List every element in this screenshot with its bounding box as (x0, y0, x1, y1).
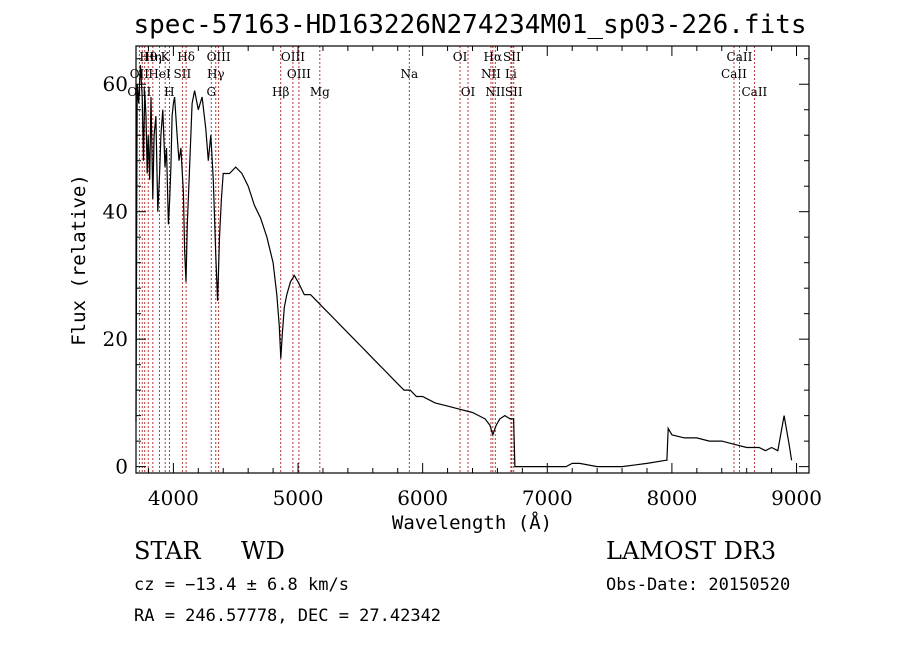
line-label-hδ: Hδ (177, 50, 195, 64)
line-label-caii: CaII (721, 67, 747, 81)
line-label-g: G (206, 85, 216, 99)
x-tick-label: 7000 (522, 486, 573, 510)
survey-name: LAMOST DR3 (606, 537, 776, 565)
line-label-hei: HeI (148, 67, 171, 81)
line-label-nii: NII (481, 67, 501, 81)
plot-frame (135, 45, 810, 474)
line-label-nii: NII (485, 85, 505, 99)
line-label-oiii: OIII (287, 67, 311, 81)
x-tick-label: 5000 (273, 486, 324, 510)
line-label-na: Na (400, 67, 418, 81)
line-label-mg: Mg (310, 85, 330, 99)
x-axis-label: Wavelength (Å) (392, 511, 552, 534)
coordinates: RA = 246.57778, DEC = 27.42342 (134, 606, 441, 626)
x-tick-labels: 4000 5000 6000 7000 8000 9000 (148, 486, 822, 510)
y-tick-label: 0 (115, 455, 128, 479)
line-label-sii: SII (505, 85, 523, 99)
line-label-hθ: Hθ (139, 50, 157, 64)
x-tick-label: 6000 (397, 486, 448, 510)
line-label-sii: SII (503, 50, 521, 64)
line-label-oiii: OIII (207, 50, 231, 64)
line-label-h: H (164, 85, 174, 99)
spectral-line-markers (138, 46, 755, 473)
object-class: STAR (134, 537, 201, 565)
x-tick-label: 4000 (148, 486, 199, 510)
redshift-text: cz = −13.4 ± 6.8 km/s (134, 575, 349, 595)
y-tick-labels: 0 20 40 60 (103, 72, 128, 478)
object-subclass: WD (241, 537, 285, 565)
line-label-oiii: OIII (281, 50, 305, 64)
line-label-oi: OI (461, 85, 476, 99)
line-label-li: Li (505, 67, 517, 81)
line-label-hη: Hη (144, 50, 162, 64)
line-label-hα: Hα (484, 50, 503, 64)
line-label-sii: SII (174, 67, 192, 81)
line-label-hβ: Hβ (272, 85, 289, 99)
line-label-oi: OI (453, 50, 468, 64)
y-axis-label: Flux (relative) (68, 174, 90, 346)
line-label-hγ: Hγ (207, 67, 225, 81)
obs-date: Obs-Date: 20150520 (606, 575, 790, 595)
x-tick-label: 8000 (646, 486, 697, 510)
spectrum-line (135, 65, 793, 468)
y-tick-label: 60 (103, 72, 128, 96)
y-tick-label: 40 (103, 200, 128, 224)
line-label-caii: CaII (727, 50, 753, 64)
line-label-k: K (161, 50, 171, 64)
y-tick-label: 20 (103, 327, 128, 351)
x-tick-label: 9000 (771, 486, 822, 510)
axis-ticks (136, 46, 809, 473)
chart-title: spec-57163-HD163226N274234M01_sp03-226.f… (133, 10, 806, 40)
line-label-caii: CaII (741, 85, 767, 99)
